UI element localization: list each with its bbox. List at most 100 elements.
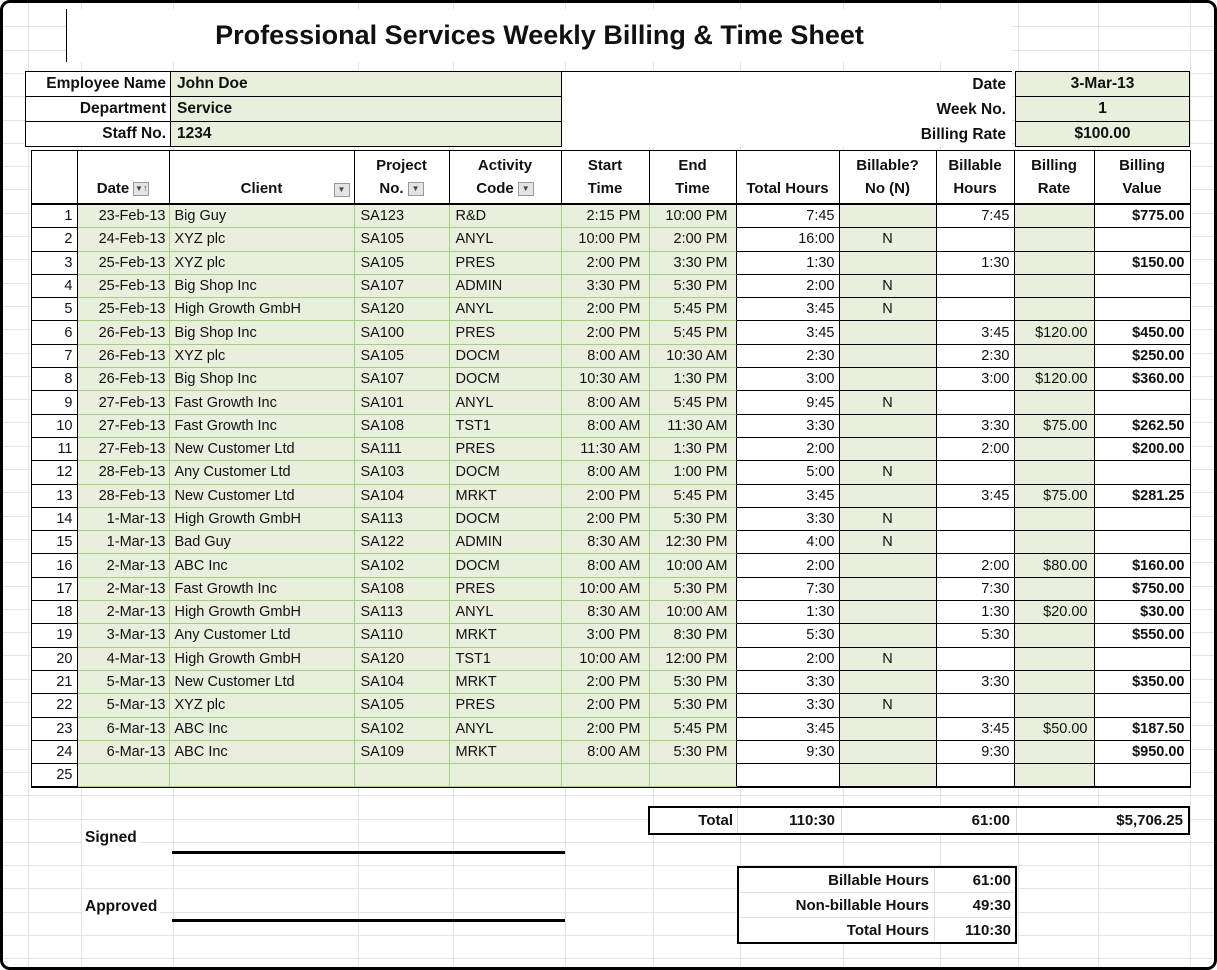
- cell-billable[interactable]: [839, 554, 937, 578]
- cell-billing-value[interactable]: $150.00: [1094, 251, 1190, 275]
- cell-billing-rate[interactable]: [1014, 740, 1095, 765]
- cell-end-time[interactable]: [649, 764, 737, 788]
- cell-total-hours[interactable]: 3:45: [736, 321, 840, 345]
- cell-billable[interactable]: [839, 205, 937, 229]
- cell-client[interactable]: [169, 764, 355, 788]
- cell-billing-value[interactable]: $750.00: [1094, 577, 1190, 602]
- cell-billing-value[interactable]: $450.00: [1094, 321, 1190, 345]
- cell-billable[interactable]: [839, 717, 937, 741]
- cell-billable[interactable]: [839, 484, 937, 508]
- cell-total-hours[interactable]: 3:00: [736, 368, 840, 392]
- cell-billing-value[interactable]: [1094, 647, 1190, 671]
- cell-client[interactable]: Big Shop Inc: [169, 368, 355, 392]
- cell-client[interactable]: ABC Inc: [169, 740, 355, 765]
- cell-end-time[interactable]: 5:45 PM: [649, 484, 737, 508]
- cell-billing-rate[interactable]: $20.00: [1014, 601, 1095, 625]
- cell-activity-code[interactable]: DOCM: [449, 507, 562, 532]
- cell-end-time[interactable]: 10:00 PM: [649, 205, 737, 229]
- cell-total-hours[interactable]: 5:00: [736, 461, 840, 485]
- cell-billable-hours[interactable]: [936, 228, 1015, 252]
- cell-client[interactable]: XYZ plc: [169, 694, 355, 718]
- cell-start-time[interactable]: 3:00 PM: [561, 624, 650, 648]
- cell-billable[interactable]: N: [839, 647, 937, 671]
- cell-start-time[interactable]: 11:30 AM: [561, 437, 650, 462]
- cell-date[interactable]: [77, 764, 170, 788]
- cell-start-time[interactable]: 3:30 PM: [561, 274, 650, 299]
- activity-filter-icon[interactable]: ▼: [517, 181, 534, 196]
- cell-date[interactable]: 2-Mar-13: [77, 577, 170, 602]
- cell-billing-value[interactable]: [1094, 531, 1190, 555]
- row-number[interactable]: 18: [31, 601, 78, 625]
- row-number[interactable]: 20: [31, 647, 78, 671]
- cell-start-time[interactable]: 10:00 PM: [561, 228, 650, 252]
- cell-activity-code[interactable]: TST1: [449, 647, 562, 671]
- cell-billable-hours[interactable]: 3:45: [936, 321, 1015, 345]
- cell-total-hours[interactable]: 4:00: [736, 531, 840, 555]
- cell-end-time[interactable]: 3:30 PM: [649, 251, 737, 275]
- cell-total-hours[interactable]: 2:30: [736, 344, 840, 369]
- cell-billable-hours[interactable]: [936, 694, 1015, 718]
- cell-billable[interactable]: [839, 414, 937, 438]
- activity-code-column-header[interactable]: Activity Code ▼: [449, 151, 562, 205]
- cell-billing-rate[interactable]: [1014, 298, 1095, 322]
- cell-client[interactable]: XYZ plc: [169, 344, 355, 369]
- cell-billable[interactable]: [839, 764, 937, 788]
- cell-date[interactable]: 27-Feb-13: [77, 414, 170, 438]
- cell-project-no[interactable]: SA109: [354, 740, 450, 765]
- cell-billing-value[interactable]: $200.00: [1094, 437, 1190, 462]
- cell-total-hours[interactable]: 1:30: [736, 251, 840, 275]
- cell-total-hours[interactable]: 5:30: [736, 624, 840, 648]
- date-filter-sort-asc-icon[interactable]: ▼ ↑: [133, 181, 150, 196]
- row-number[interactable]: 19: [31, 624, 78, 648]
- cell-client[interactable]: High Growth GmbH: [169, 601, 355, 625]
- cell-billable-hours[interactable]: 7:45: [936, 205, 1015, 229]
- cell-billable-hours[interactable]: [936, 764, 1015, 788]
- cell-billing-rate[interactable]: [1014, 507, 1095, 532]
- cell-total-hours[interactable]: 3:30: [736, 507, 840, 532]
- cell-client[interactable]: New Customer Ltd: [169, 484, 355, 508]
- cell-project-no[interactable]: SA108: [354, 577, 450, 602]
- cell-project-no[interactable]: SA107: [354, 368, 450, 392]
- cell-project-no[interactable]: SA123: [354, 205, 450, 229]
- cell-total-hours[interactable]: 3:45: [736, 484, 840, 508]
- department-cell[interactable]: Service: [171, 97, 561, 121]
- cell-total-hours[interactable]: 3:30: [736, 414, 840, 438]
- cell-activity-code[interactable]: PRES: [449, 251, 562, 275]
- cell-project-no[interactable]: SA105: [354, 344, 450, 369]
- cell-billing-value[interactable]: $775.00: [1094, 205, 1190, 229]
- row-number[interactable]: 4: [31, 274, 78, 299]
- cell-project-no[interactable]: SA120: [354, 647, 450, 671]
- cell-end-time[interactable]: 5:30 PM: [649, 694, 737, 718]
- cell-billing-rate[interactable]: [1014, 577, 1095, 602]
- cell-billing-value[interactable]: $350.00: [1094, 670, 1190, 695]
- cell-date[interactable]: 24-Feb-13: [77, 228, 170, 252]
- cell-start-time[interactable]: 10:30 AM: [561, 368, 650, 392]
- cell-activity-code[interactable]: MRKT: [449, 670, 562, 695]
- cell-date[interactable]: 25-Feb-13: [77, 298, 170, 322]
- cell-start-time[interactable]: 2:00 PM: [561, 694, 650, 718]
- cell-start-time[interactable]: 2:00 PM: [561, 251, 650, 275]
- cell-project-no[interactable]: SA110: [354, 624, 450, 648]
- cell-billing-rate[interactable]: $120.00: [1014, 368, 1095, 392]
- cell-billable[interactable]: N: [839, 228, 937, 252]
- cell-total-hours[interactable]: 16:00: [736, 228, 840, 252]
- cell-end-time[interactable]: 12:00 PM: [649, 647, 737, 671]
- cell-client[interactable]: Fast Growth Inc: [169, 577, 355, 602]
- cell-date[interactable]: 27-Feb-13: [77, 391, 170, 415]
- cell-billable[interactable]: [839, 577, 937, 602]
- cell-billable[interactable]: [839, 624, 937, 648]
- cell-billing-value[interactable]: [1094, 228, 1190, 252]
- cell-activity-code[interactable]: ANYL: [449, 391, 562, 415]
- date-cell[interactable]: 3-Mar-13: [1016, 72, 1189, 97]
- cell-client[interactable]: Any Customer Ltd: [169, 461, 355, 485]
- cell-end-time[interactable]: 5:30 PM: [649, 507, 737, 532]
- cell-end-time[interactable]: 11:30 AM: [649, 414, 737, 438]
- cell-billing-value[interactable]: [1094, 694, 1190, 718]
- client-filter-icon[interactable]: ▼: [333, 183, 350, 197]
- row-number[interactable]: 7: [31, 344, 78, 369]
- cell-project-no[interactable]: SA103: [354, 461, 450, 485]
- row-number[interactable]: 6: [31, 321, 78, 345]
- cell-project-no[interactable]: SA104: [354, 484, 450, 508]
- cell-start-time[interactable]: 10:00 AM: [561, 647, 650, 671]
- cell-activity-code[interactable]: DOCM: [449, 368, 562, 392]
